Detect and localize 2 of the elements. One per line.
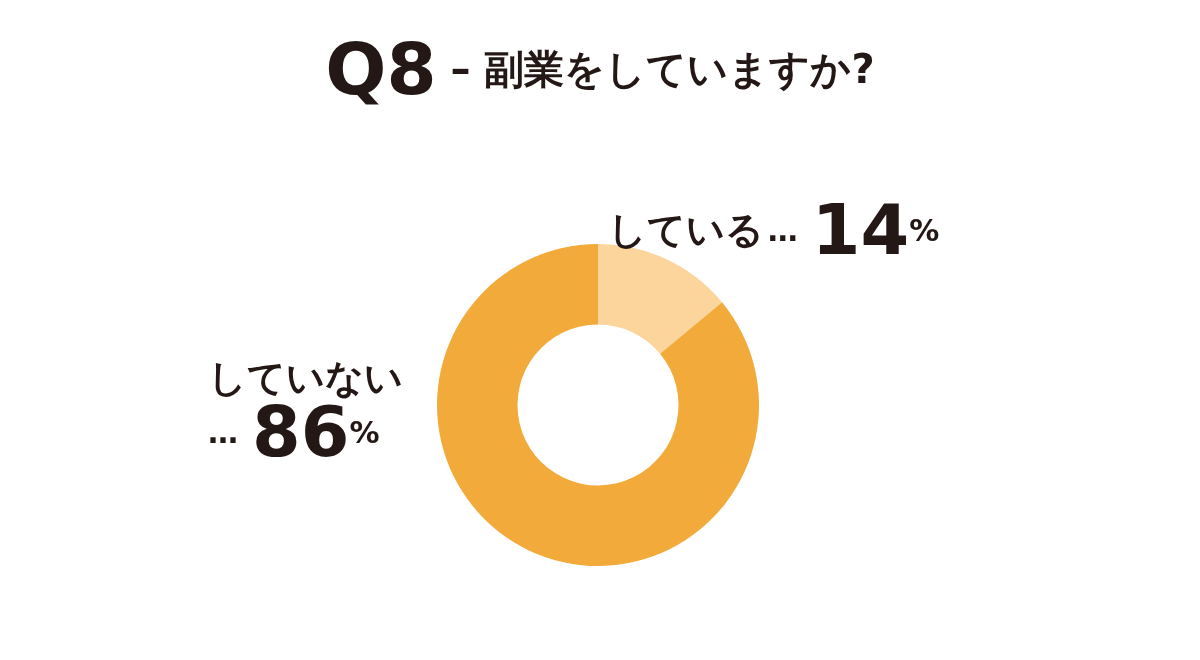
slice-label: している [608, 208, 764, 252]
data-label: …14% [767, 189, 940, 271]
